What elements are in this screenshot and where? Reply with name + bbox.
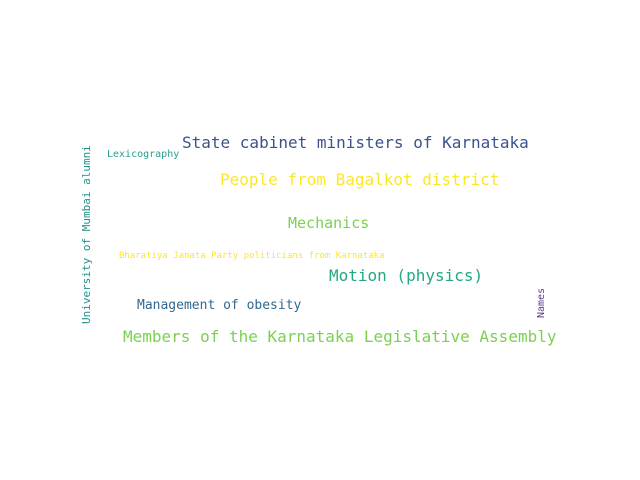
word-state-cabinet-ministers: State cabinet ministers of Karnataka: [182, 133, 529, 152]
word-lexicography: Lexicography: [107, 149, 180, 160]
word-management-of-obesity: Management of obesity: [137, 298, 302, 313]
word-motion-physics: Motion (physics): [329, 266, 484, 285]
word-members-karnataka-assembly: Members of the Karnataka Legislative Ass…: [123, 327, 557, 346]
word-names: Names: [536, 287, 547, 318]
word-bjp-politicians: Bharatiya Janata Party politicians from …: [119, 251, 385, 261]
word-university-of-mumbai: University of Mumbai alumni: [80, 145, 93, 324]
word-people-from-bagalkot: People from Bagalkot district: [220, 170, 500, 189]
word-mechanics: Mechanics: [288, 214, 370, 232]
